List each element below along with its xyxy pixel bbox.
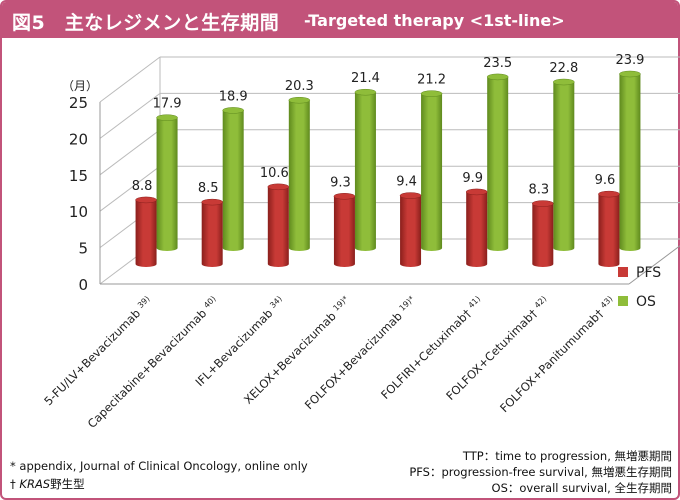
os-bar — [420, 90, 443, 252]
gridline-side — [99, 165, 161, 212]
pfs-data-label: 10.6 — [260, 166, 289, 181]
pfs-bar — [201, 198, 223, 267]
x-category-label: FOLFOX+Bevacizumab 19)* — [302, 294, 420, 412]
y-tick-label: 5 — [78, 240, 88, 258]
pfs-data-label: 9.4 — [396, 175, 417, 190]
pfs-data-label: 8.5 — [198, 181, 219, 196]
os-bar — [156, 114, 178, 252]
os-bar — [354, 88, 377, 252]
pfs-bar — [532, 200, 554, 267]
legend-swatch-os — [618, 296, 628, 306]
y-tick-label: 15 — [69, 167, 88, 185]
y-tick-label: 10 — [69, 203, 88, 221]
os-data-label: 18.9 — [219, 89, 248, 104]
x-category-label: Capecitabine+Bevacizumab 40) — [85, 294, 222, 431]
footnote-ttp: TTP：time to progression, 無増悪期間 — [462, 449, 672, 463]
floor-right-edge — [628, 245, 680, 285]
figure-subtitle: -Targeted therapy <1st-line> — [304, 11, 565, 30]
footnote-pfs: PFS：progression-free survival, 無増悪生存期間 — [409, 465, 672, 479]
x-category-label: 5-FU/LV+Bevacizumab 39) — [41, 294, 155, 408]
os-data-label: 17.9 — [153, 97, 182, 112]
pfs-data-label: 9.3 — [330, 175, 351, 190]
os-data-label: 20.3 — [285, 79, 314, 94]
footnote-kras-text: † KRAS野生型 — [10, 477, 85, 491]
os-bar — [486, 73, 509, 252]
os-data-label: 23.5 — [483, 56, 512, 71]
x-category-label: FOLFOX+Panitumumab† 43) — [497, 294, 618, 415]
pfs-bar — [399, 192, 422, 267]
pfs-bar — [465, 188, 488, 267]
os-data-label: 22.8 — [549, 61, 578, 76]
os-data-label: 21.4 — [351, 71, 380, 86]
pfs-data-label: 8.3 — [528, 183, 549, 198]
y-unit-label: （月） — [62, 79, 98, 93]
os-bar — [619, 70, 641, 252]
pfs-data-label: 8.8 — [132, 179, 153, 194]
pfs-bar — [333, 193, 356, 267]
os-data-label: 21.2 — [417, 73, 446, 88]
legend-label-os: OS — [636, 294, 656, 310]
os-bar — [288, 96, 311, 252]
footnote-kras: † KRAS野生型 — [10, 476, 85, 492]
x-category-label: XELOX+Bevacizumab 19)* — [241, 294, 354, 407]
os-bar — [553, 78, 575, 252]
pfs-data-label: 9.9 — [462, 171, 483, 186]
y-tick-label: 0 — [78, 276, 88, 294]
os-data-label: 23.9 — [615, 53, 644, 68]
pfs-bar — [135, 196, 157, 267]
legend-label-pfs: PFS — [636, 265, 661, 281]
gridline-side — [99, 129, 161, 176]
title-bar: 図5 主なレジメンと生存期間 -Targeted therapy <1st-li… — [2, 2, 678, 38]
os-bar — [222, 107, 244, 252]
y-tick-label: 20 — [69, 130, 88, 148]
pfs-bar — [267, 183, 290, 267]
footnote-os: OS：overall survival, 全生存期間 — [491, 481, 672, 495]
y-tick-label: 25 — [69, 94, 88, 112]
pfs-data-label: 9.6 — [595, 173, 616, 188]
pfs-bar — [598, 190, 620, 267]
figure-title: 図5 主なレジメンと生存期間 — [12, 12, 280, 34]
footnote-appendix: * appendix, Journal of Clinical Oncology… — [10, 459, 308, 473]
legend-swatch-pfs — [618, 267, 628, 277]
gridline-side — [99, 56, 161, 103]
gridline-side — [99, 93, 161, 139]
